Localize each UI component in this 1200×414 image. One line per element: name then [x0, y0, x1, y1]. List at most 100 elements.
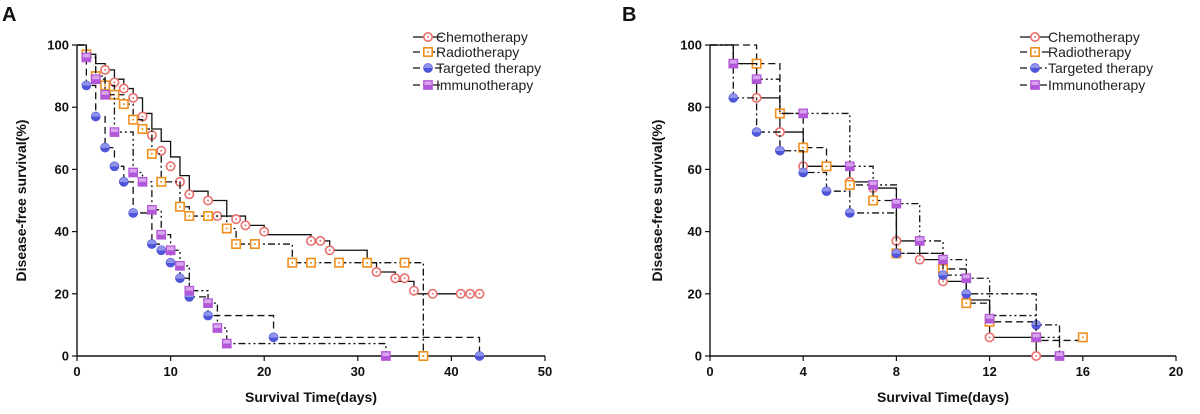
- panel-b: B 0 4 8 12 16 20 0 20 40 60 80 100 Survival Time(days…: [622, 4, 1183, 405]
- censor-marker-dot: [338, 261, 341, 264]
- censor-marker-dot: [169, 165, 172, 168]
- censor-marker-fill: [938, 259, 948, 264]
- censor-marker-dot: [291, 261, 294, 264]
- censor-marker-dot: [310, 261, 312, 264]
- series-immunotherapy: [77, 44, 391, 361]
- censor-marker-dot: [207, 199, 210, 202]
- censor-marker-dot: [403, 277, 406, 280]
- censor-marker-top: [157, 246, 166, 251]
- censor-marker-dot: [235, 243, 238, 246]
- y-tick-label: 0: [62, 349, 69, 364]
- censor-marker-top: [822, 186, 831, 192]
- censor-marker-fill: [185, 290, 194, 295]
- censor-marker-dot: [965, 302, 968, 305]
- censor-marker-top: [799, 168, 808, 173]
- legend-label: Targeted therapy: [1048, 60, 1153, 76]
- censor-marker-dot: [469, 292, 472, 295]
- y-tick-label: 60: [55, 162, 69, 177]
- x-tick-label: 40: [444, 364, 458, 379]
- x-tick-label: 16: [1076, 364, 1090, 379]
- legend-marker-fill: [423, 68, 433, 73]
- legend-marker-fill: [1030, 68, 1040, 73]
- x-axis-title: Survival Time(days): [245, 389, 377, 405]
- y-tick-label: 40: [55, 224, 69, 239]
- censor-marker-dot: [310, 239, 312, 242]
- censor-marker-fill: [892, 253, 901, 258]
- censor-marker-dot: [122, 103, 125, 106]
- y-tick-label: 80: [55, 100, 69, 115]
- censor-marker-fill: [166, 250, 175, 255]
- censor-marker-fill: [91, 79, 100, 84]
- censor-marker-dot: [1081, 336, 1084, 339]
- series-line: [77, 44, 480, 295]
- censor-marker-fill: [166, 262, 175, 267]
- censor-marker-fill: [175, 278, 185, 283]
- censor-marker-fill: [822, 191, 831, 196]
- legend-marker-top: [1030, 63, 1040, 68]
- censor-marker-dot: [478, 292, 481, 295]
- x-tick-label: 4: [800, 364, 808, 379]
- censor-marker-fill: [1055, 356, 1064, 361]
- censor-marker-dot: [778, 112, 781, 115]
- x-tick-label: 8: [893, 364, 900, 379]
- censor-marker-top: [91, 112, 100, 117]
- legend-label: Chemotherapy: [1048, 29, 1140, 45]
- legend-marker-dot: [1034, 51, 1036, 53]
- censor-marker-dot: [942, 280, 944, 283]
- series-targeted-therapy: [710, 44, 1065, 361]
- censor-marker-top: [119, 177, 128, 182]
- censor-marker-fill: [845, 166, 854, 171]
- censor-marker-dot: [755, 96, 758, 99]
- censor-marker-fill: [868, 184, 878, 190]
- x-tick-label: 50: [538, 364, 552, 379]
- y-axis-title: Disease-free survival(%): [649, 120, 665, 282]
- censor-marker-fill: [185, 296, 194, 302]
- censor-marker-dot: [319, 239, 322, 242]
- censor-marker-dot: [141, 115, 144, 118]
- censor-marker-fill: [100, 147, 110, 152]
- censor-marker-dot: [412, 289, 415, 292]
- series-line: [77, 44, 481, 356]
- censor-marker-fill: [475, 356, 484, 361]
- censor-marker-fill: [752, 79, 761, 84]
- censor-marker-dot: [1035, 355, 1038, 357]
- y-tick-label: 80: [688, 100, 702, 115]
- y-tick-label: 20: [688, 286, 702, 301]
- legend-entry: Radiotherapy: [1020, 44, 1131, 60]
- legend-label: Immunotherapy: [436, 77, 533, 93]
- x-tick-label: 0: [73, 364, 80, 379]
- censor-marker-fill: [213, 328, 222, 333]
- censor-marker-fill: [138, 181, 147, 187]
- censor-marker-fill: [962, 293, 971, 299]
- legend-entry: Immunotherapy: [1020, 77, 1145, 93]
- censor-marker-fill: [915, 240, 924, 246]
- censor-marker-fill: [962, 278, 971, 283]
- legend-label: Chemotherapy: [436, 29, 528, 45]
- censor-marker-top: [147, 239, 157, 245]
- x-tick-label: 12: [982, 364, 996, 379]
- censor-marker-fill: [985, 318, 994, 323]
- censor-marker-top: [100, 143, 110, 148]
- censor-marker-dot: [104, 68, 107, 71]
- censor-marker-dot: [188, 215, 191, 218]
- legend-label: Immunotherapy: [1048, 77, 1145, 93]
- y-axis-title: Disease-free survival(%): [13, 120, 29, 282]
- censor-marker-fill: [203, 303, 213, 308]
- censor-marker-top: [775, 146, 785, 151]
- y-tick-label: 20: [55, 286, 69, 301]
- series-immunotherapy: [710, 44, 1065, 361]
- censor-marker-fill: [82, 57, 91, 62]
- y-tick-label: 40: [688, 224, 702, 239]
- censor-marker-fill: [799, 113, 808, 118]
- panel-letter: A: [2, 4, 16, 26]
- legend-marker-dot: [427, 36, 429, 38]
- y-tick-label: 100: [680, 38, 702, 53]
- censor-marker-dot: [113, 81, 116, 84]
- censor-marker-fill: [269, 337, 278, 342]
- censor-marker-fill: [938, 275, 948, 280]
- censor-marker-dot: [132, 118, 135, 121]
- censor-marker-fill: [845, 212, 854, 218]
- censor-marker-fill: [110, 166, 119, 171]
- censor-marker-dot: [225, 227, 228, 230]
